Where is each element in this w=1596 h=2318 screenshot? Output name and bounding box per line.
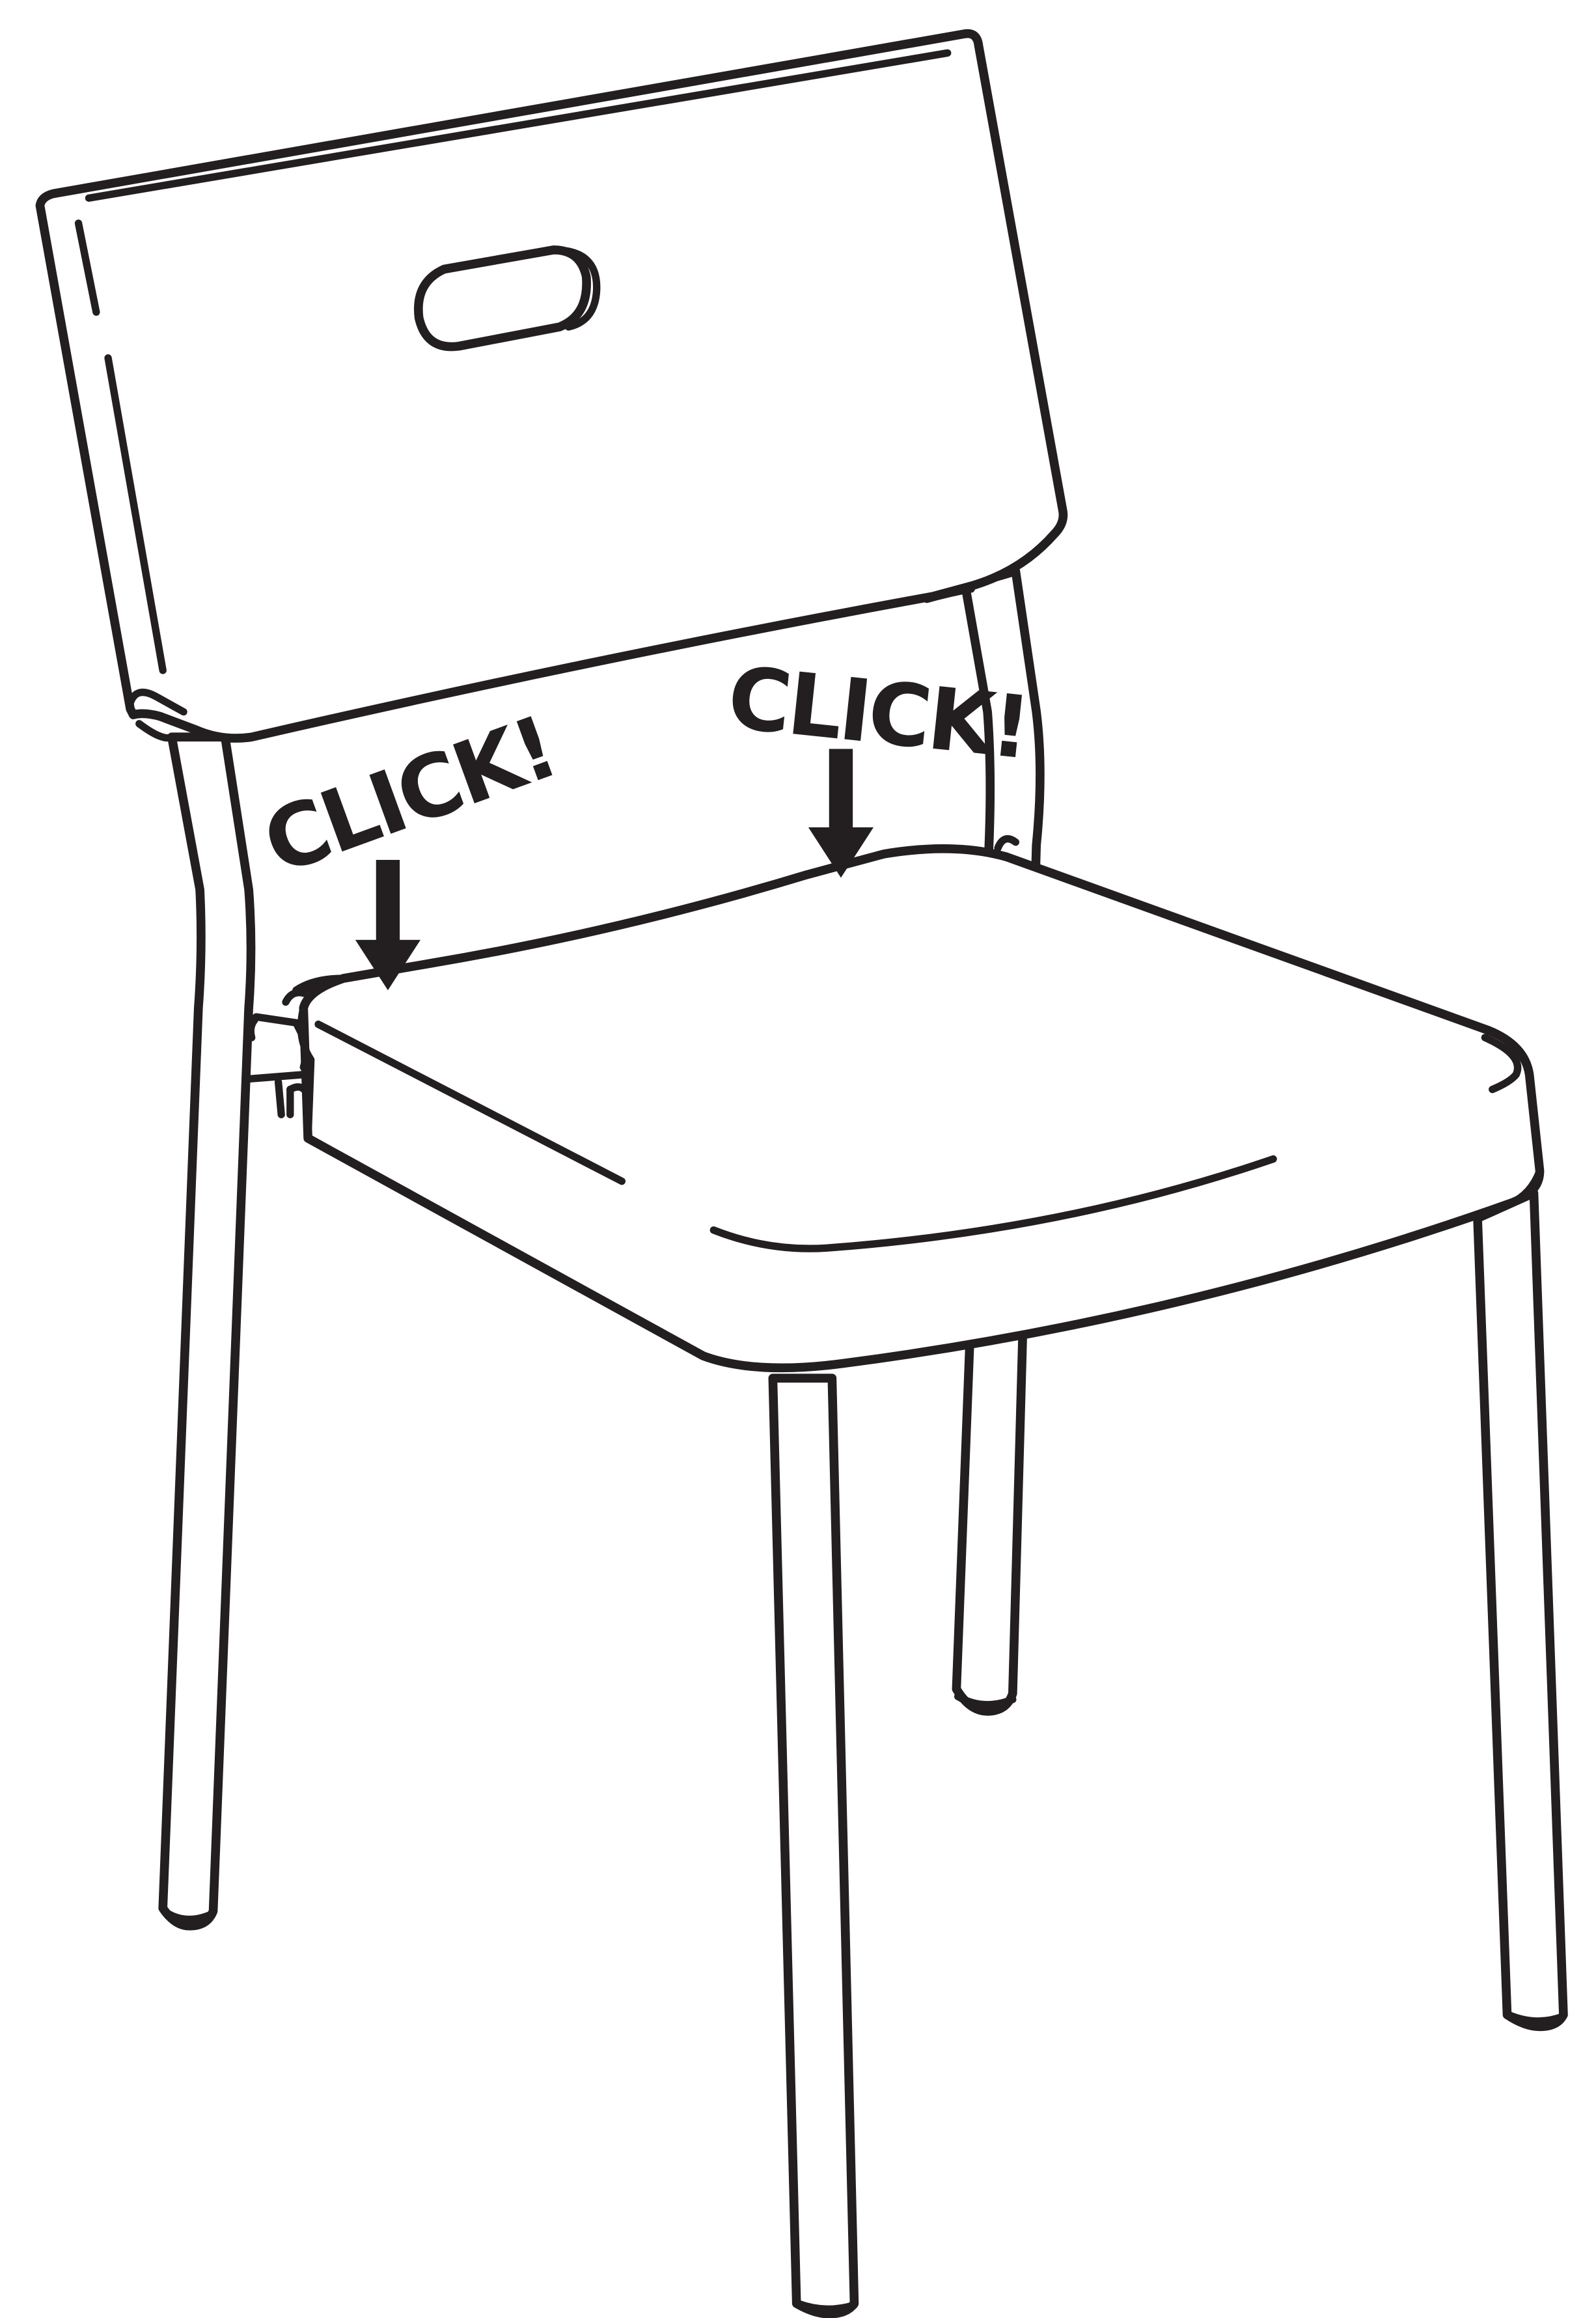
arrow-down-right-head bbox=[808, 827, 874, 878]
back-left-leg bbox=[158, 732, 256, 1931]
backrest-handle-hole bbox=[414, 245, 601, 352]
arrow-down-left-head bbox=[355, 939, 420, 991]
front-left-leg bbox=[768, 1373, 859, 2318]
backrest bbox=[35, 29, 1068, 743]
left-side-bracket bbox=[243, 989, 312, 1118]
front-right-leg bbox=[1473, 1188, 1568, 2032]
seat-rear-edge bbox=[292, 974, 348, 994]
seat bbox=[297, 844, 1545, 1373]
